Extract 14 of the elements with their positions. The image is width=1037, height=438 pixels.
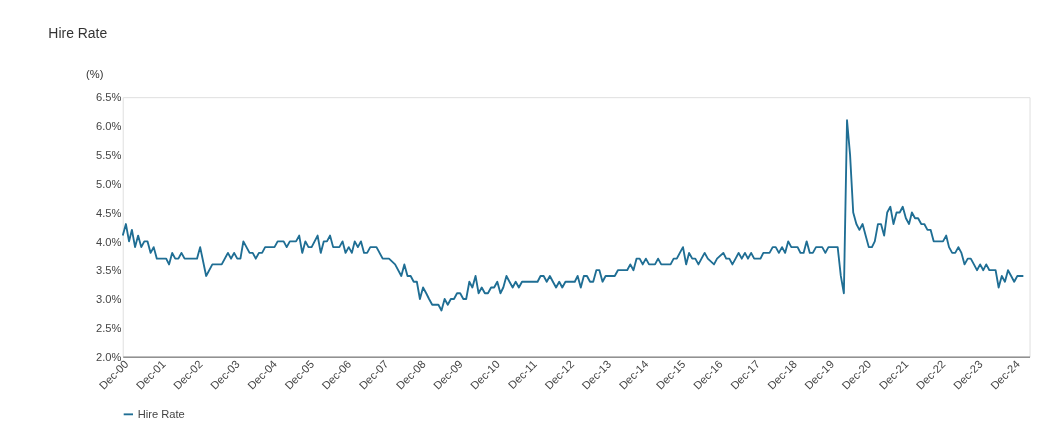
y-tick-label: 5.0%	[95, 177, 122, 190]
y-tick-label: 6.0%	[95, 120, 122, 133]
y-tick-label: 3.0%	[95, 293, 122, 306]
chart-title: Hire Rate	[48, 24, 108, 41]
y-tick-label: 4.0%	[95, 235, 122, 248]
y-tick-label: 2.5%	[95, 322, 122, 335]
y-axis-title: (%)	[86, 68, 104, 81]
legend-label: Hire Rate	[137, 408, 185, 421]
line-series	[121, 119, 1025, 312]
y-tick-label: 5.5%	[95, 149, 122, 162]
y-tick-label: 3.5%	[95, 264, 122, 277]
y-tick-label: 4.5%	[95, 206, 122, 219]
y-tick-label: 2.0%	[95, 350, 122, 363]
y-tick-label: 6.5%	[95, 91, 122, 104]
